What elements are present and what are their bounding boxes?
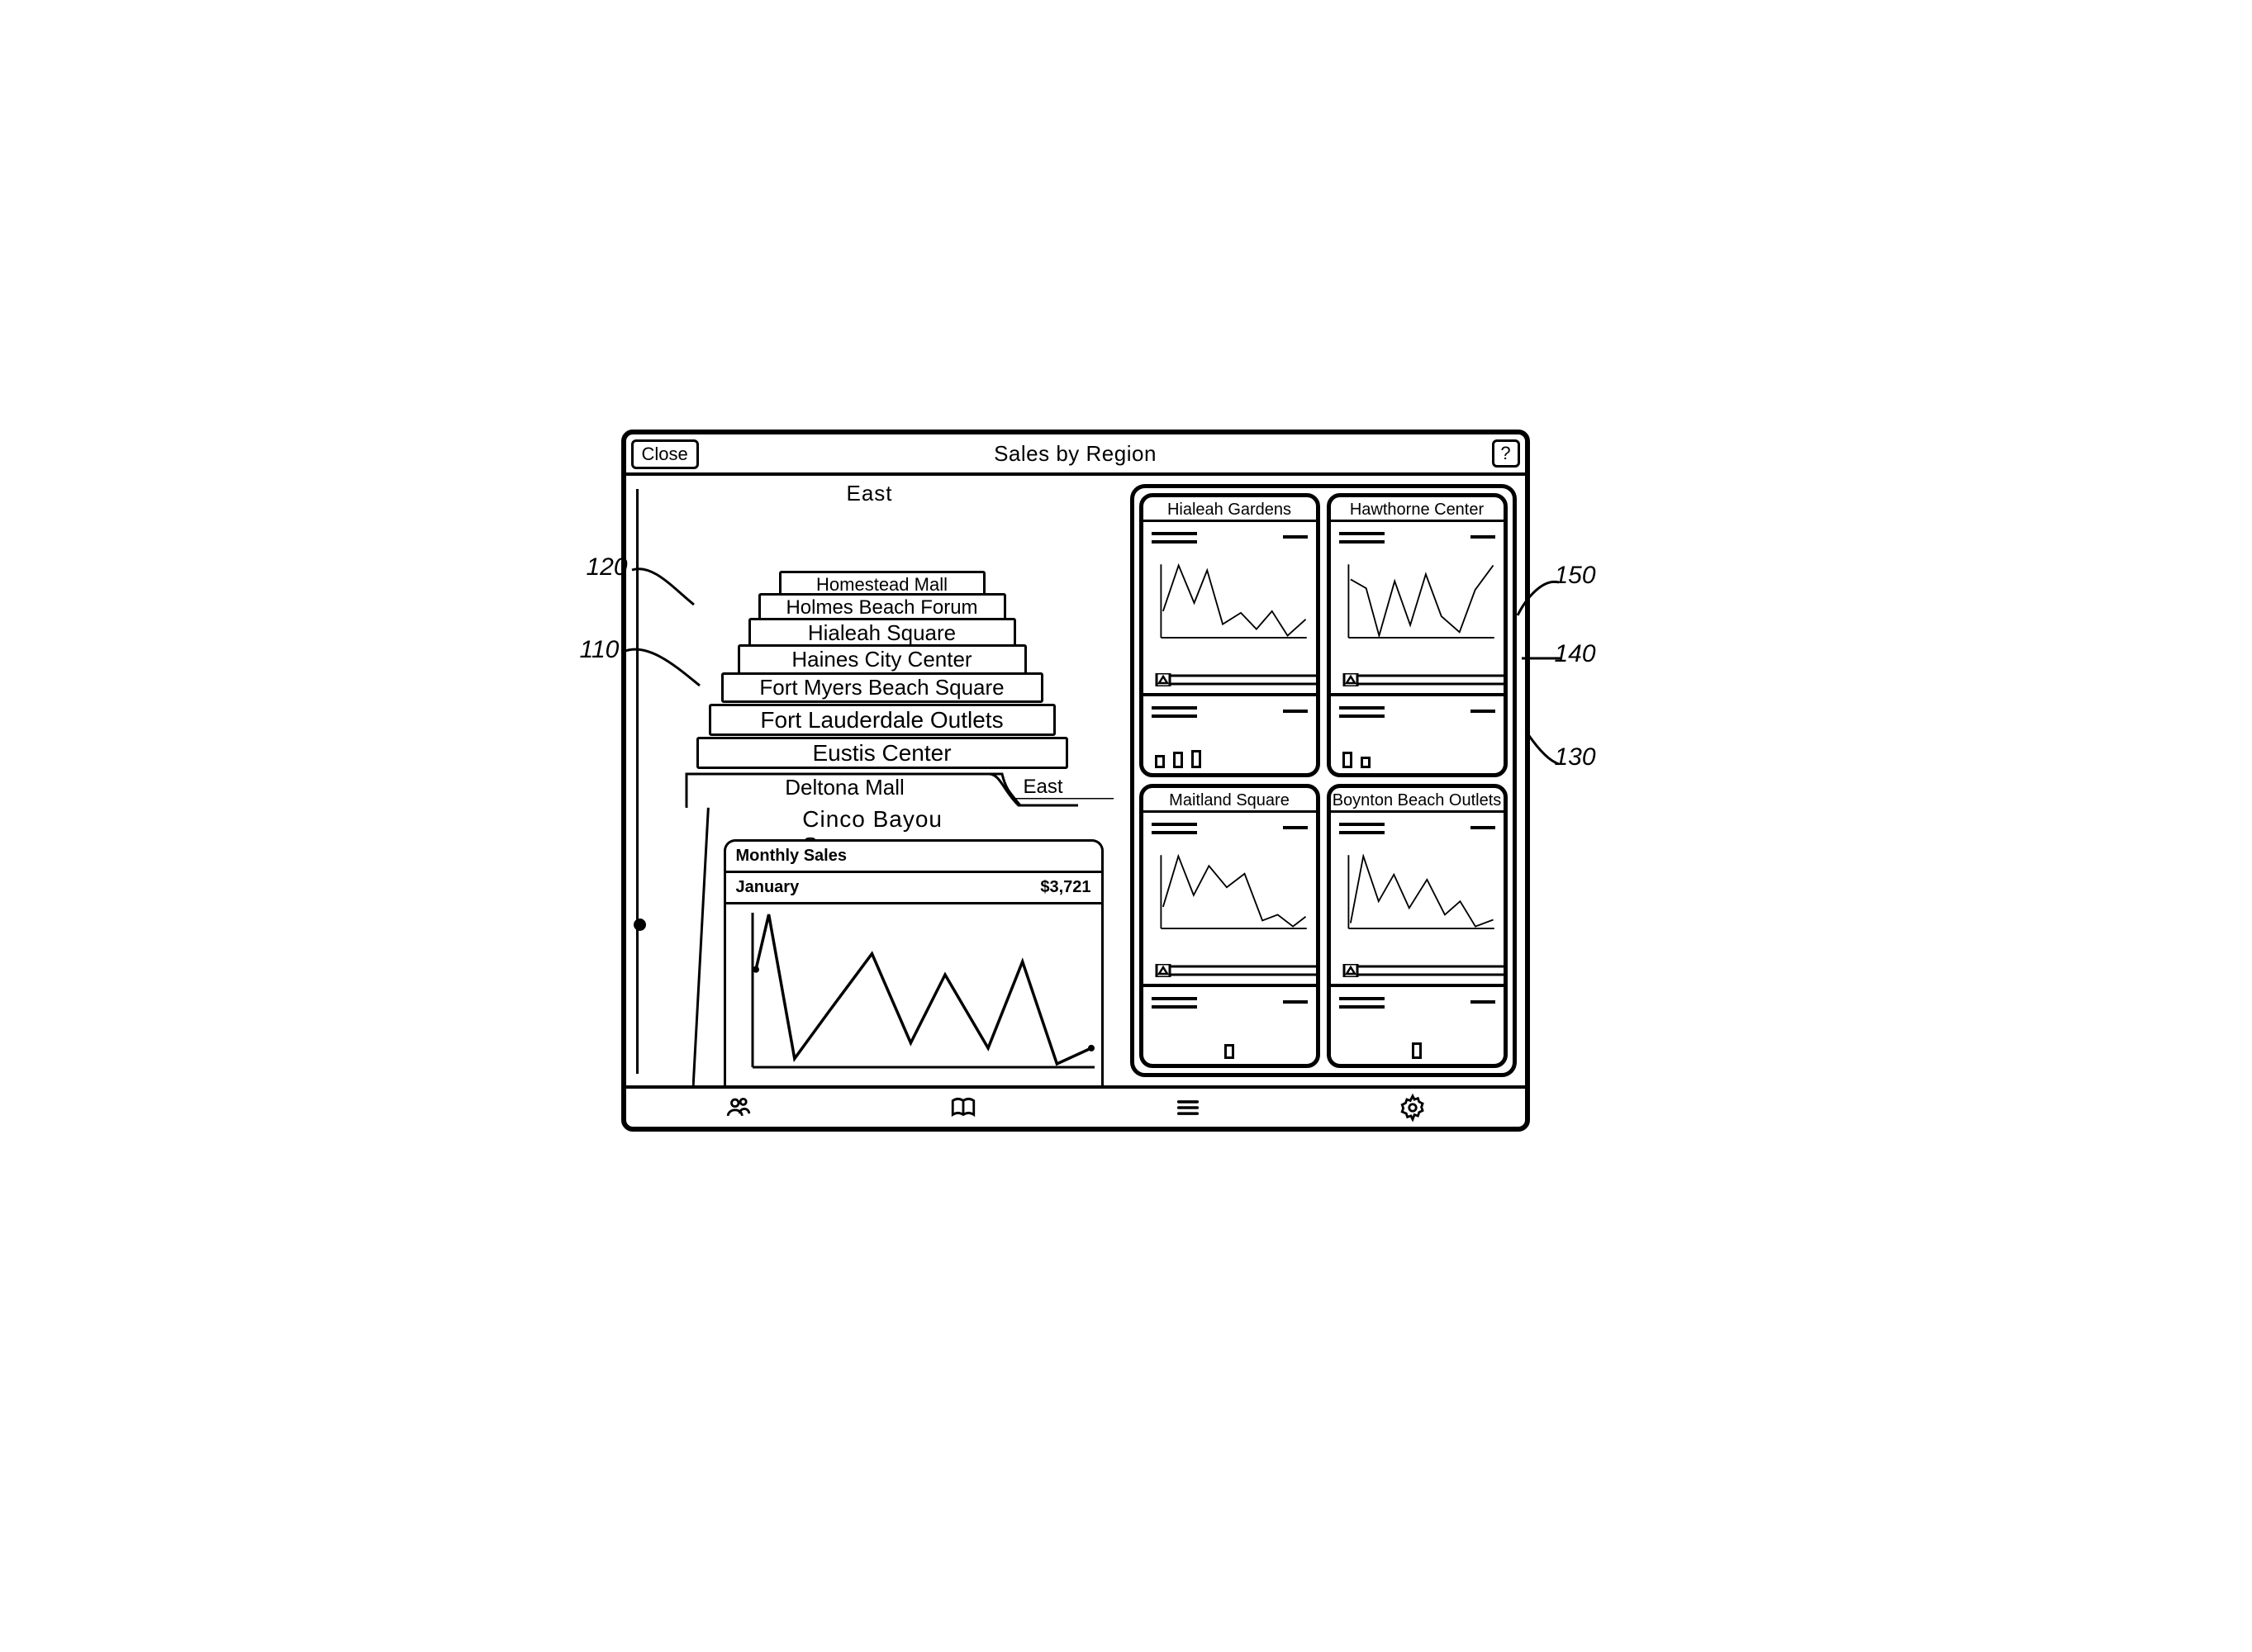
bottom-toolbar <box>626 1085 1525 1127</box>
gear-icon <box>1399 1094 1427 1122</box>
stack-card[interactable]: Fort Myers Beach Square <box>721 672 1043 703</box>
mini-card[interactable]: Hawthorne Center <box>1327 493 1508 777</box>
callout-110: 110 <box>580 636 620 664</box>
toolbar-menu[interactable] <box>1076 1089 1300 1127</box>
stub-line <box>1339 997 1385 1000</box>
stub-line <box>1152 823 1197 826</box>
mini-bars <box>1155 743 1304 768</box>
stub-line <box>1283 710 1308 713</box>
row-label: January <box>736 878 800 897</box>
mini-card-title: Hialeah Gardens <box>1143 497 1316 522</box>
mini-card-title: Boynton Beach Outlets <box>1331 788 1504 813</box>
bar <box>1412 1042 1422 1059</box>
help-button[interactable]: ? <box>1492 439 1520 468</box>
bar <box>1224 1044 1234 1059</box>
stub-line <box>1470 1000 1495 1004</box>
content-area: East Homestead MallHolmes Beach ForumHia… <box>626 476 1525 1087</box>
mini-chart <box>1155 854 1308 931</box>
stub-line <box>1152 997 1197 1000</box>
slider-thumb[interactable] <box>634 919 646 931</box>
mini-chart <box>1155 563 1308 640</box>
mini-card-top <box>1331 813 1504 987</box>
title-bar: Close Sales by Region ? <box>626 434 1525 476</box>
callout-140: 140 <box>1555 640 1596 668</box>
mini-chart <box>1342 854 1495 931</box>
mini-slider[interactable] <box>1342 673 1508 686</box>
bar <box>1173 752 1183 768</box>
mini-bars <box>1342 1034 1492 1059</box>
front-card-panel: Monthly Sales January $3,721 <box>724 839 1104 1087</box>
stub-line <box>1283 826 1308 829</box>
stub-line <box>1339 823 1385 826</box>
stub-line <box>1470 535 1495 539</box>
mini-card-top <box>1331 522 1504 696</box>
mini-card-top <box>1143 522 1316 696</box>
stack-card[interactable]: Haines City Center <box>738 644 1027 675</box>
card-grid: Hialeah Gardens Hawthorne Center Maitland … <box>1139 493 1508 1068</box>
front-card[interactable]: Cinco Bayou Square Monthly Sales January… <box>692 798 1114 1087</box>
stub-line <box>1339 540 1385 544</box>
mini-card[interactable]: Hialeah Gardens <box>1139 493 1320 777</box>
row-value: $3,721 <box>1040 878 1090 897</box>
stub-line <box>1152 532 1197 535</box>
page-title: Sales by Region <box>994 441 1157 467</box>
stub-line <box>1152 540 1197 544</box>
stub-line <box>1152 831 1197 834</box>
bar <box>1155 755 1165 768</box>
stack-card-tabbed[interactable]: Deltona Mall East <box>684 771 1081 808</box>
callout-130: 130 <box>1555 743 1596 771</box>
mini-slider[interactable] <box>1155 964 1320 977</box>
toolbar-book[interactable] <box>851 1089 1076 1127</box>
mini-card-bottom <box>1143 987 1316 1064</box>
right-pane: Hialeah Gardens Hawthorne Center Maitland … <box>1130 484 1517 1077</box>
stub-line <box>1339 706 1385 710</box>
callout-150: 150 <box>1555 562 1596 590</box>
mini-slider[interactable] <box>1155 673 1320 686</box>
mini-card[interactable]: Maitland Square <box>1139 784 1320 1068</box>
mini-card-title: Hawthorne Center <box>1331 497 1504 522</box>
stage: Close Sales by Region ? East Homestead M… <box>563 413 1689 1239</box>
stub-line <box>1339 532 1385 535</box>
mini-bars <box>1342 743 1492 768</box>
stub-line <box>1152 1005 1197 1009</box>
bar <box>1342 752 1352 768</box>
stub-line <box>1339 1005 1385 1009</box>
tabbed-card-label: Deltona Mall <box>684 771 1006 808</box>
panel-row: January $3,721 <box>726 873 1101 904</box>
mini-card-title: Maitland Square <box>1143 788 1316 813</box>
mini-slider[interactable] <box>1342 964 1508 977</box>
toolbar-settings[interactable] <box>1300 1089 1525 1127</box>
toolbar-people[interactable] <box>626 1089 851 1127</box>
bar <box>1191 750 1201 768</box>
device-frame: Close Sales by Region ? East Homestead M… <box>621 430 1530 1132</box>
stub-line <box>1152 706 1197 710</box>
menu-icon <box>1174 1094 1202 1122</box>
close-button[interactable]: Close <box>631 439 699 469</box>
mini-card-bottom <box>1331 696 1504 773</box>
callout-120: 120 <box>587 553 628 582</box>
stub-line <box>1283 1000 1308 1004</box>
panel-chart <box>726 904 1101 1083</box>
bar <box>1361 757 1371 768</box>
mini-bars <box>1155 1034 1304 1059</box>
mini-card[interactable]: Boynton Beach Outlets <box>1327 784 1508 1068</box>
mini-card-bottom <box>1143 696 1316 773</box>
stub-line <box>1152 714 1197 718</box>
tabbed-card-tab: East <box>1006 771 1081 808</box>
mini-chart <box>1342 563 1495 640</box>
panel-header: Monthly Sales <box>726 842 1101 873</box>
book-icon <box>949 1094 977 1122</box>
stub-line <box>1339 714 1385 718</box>
stack-card[interactable]: Eustis Center <box>696 737 1068 769</box>
card-stack: Homestead MallHolmes Beach ForumHialeah … <box>659 492 1105 1087</box>
stub-line <box>1339 831 1385 834</box>
stub-line <box>1470 826 1495 829</box>
mini-card-bottom <box>1331 987 1504 1064</box>
stack-card[interactable]: Fort Lauderdale Outlets <box>709 704 1056 736</box>
stub-line <box>1283 535 1308 539</box>
mini-card-top <box>1143 813 1316 987</box>
stub-line <box>1470 710 1495 713</box>
people-icon <box>725 1094 753 1122</box>
